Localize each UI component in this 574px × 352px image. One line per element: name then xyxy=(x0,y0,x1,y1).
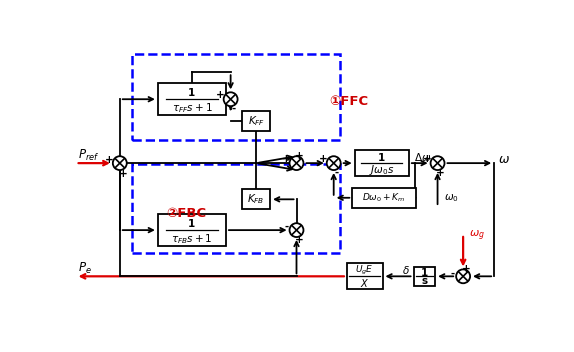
Text: $\Delta\omega$: $\Delta\omega$ xyxy=(413,151,431,163)
Text: $\omega_0$: $\omega_0$ xyxy=(444,192,459,204)
Text: 1: 1 xyxy=(378,153,385,163)
Circle shape xyxy=(289,223,304,237)
Text: 1: 1 xyxy=(421,268,428,278)
Bar xyxy=(355,150,409,176)
Circle shape xyxy=(327,156,341,170)
Text: +: + xyxy=(423,154,432,164)
Text: $K_{FF}$: $K_{FF}$ xyxy=(247,114,265,128)
Bar xyxy=(132,54,340,140)
Text: $P_e$: $P_e$ xyxy=(78,261,92,276)
Text: $\tau_{FB}s+1$: $\tau_{FB}s+1$ xyxy=(171,232,212,246)
Text: +: + xyxy=(216,90,225,100)
Text: $\omega_g$: $\omega_g$ xyxy=(470,229,485,244)
Bar xyxy=(352,188,416,208)
Text: -: - xyxy=(335,168,339,178)
Bar xyxy=(158,214,226,246)
Bar xyxy=(132,164,340,253)
Text: $J\omega_0s$: $J\omega_0s$ xyxy=(369,163,394,177)
Text: +: + xyxy=(118,169,127,179)
Text: $U_gE$: $U_gE$ xyxy=(355,264,374,277)
Text: 1: 1 xyxy=(188,88,196,98)
Text: -: - xyxy=(231,104,236,114)
Text: +: + xyxy=(295,235,304,245)
Text: ①FFC: ①FFC xyxy=(329,95,369,108)
Text: ②FBC: ②FBC xyxy=(166,207,207,220)
Text: +: + xyxy=(104,155,113,165)
Circle shape xyxy=(224,92,238,106)
Text: -: - xyxy=(284,222,289,232)
Text: +: + xyxy=(462,264,471,275)
Circle shape xyxy=(430,156,444,170)
Text: +: + xyxy=(436,168,445,178)
Text: $P_{ref}$: $P_{ref}$ xyxy=(78,148,99,163)
Circle shape xyxy=(456,269,470,283)
Bar xyxy=(242,111,270,131)
Circle shape xyxy=(289,156,304,170)
Bar xyxy=(242,189,270,209)
Text: -: - xyxy=(451,268,455,278)
Text: $K_{FB}$: $K_{FB}$ xyxy=(247,193,265,206)
Bar xyxy=(158,83,226,115)
Text: +: + xyxy=(282,154,291,164)
Text: +: + xyxy=(319,154,328,164)
Bar xyxy=(413,267,435,285)
Text: $X$: $X$ xyxy=(360,277,369,289)
Text: 1: 1 xyxy=(188,219,196,229)
Circle shape xyxy=(113,156,127,170)
Text: $\delta$: $\delta$ xyxy=(402,264,410,276)
Bar xyxy=(347,263,382,289)
Text: $\omega$: $\omega$ xyxy=(498,153,510,166)
Text: s: s xyxy=(421,276,428,287)
Text: +: + xyxy=(295,151,304,161)
Text: $D\omega_0+K_m$: $D\omega_0+K_m$ xyxy=(362,191,406,204)
Text: $\tau_{FF}s+1$: $\tau_{FF}s+1$ xyxy=(172,101,212,115)
